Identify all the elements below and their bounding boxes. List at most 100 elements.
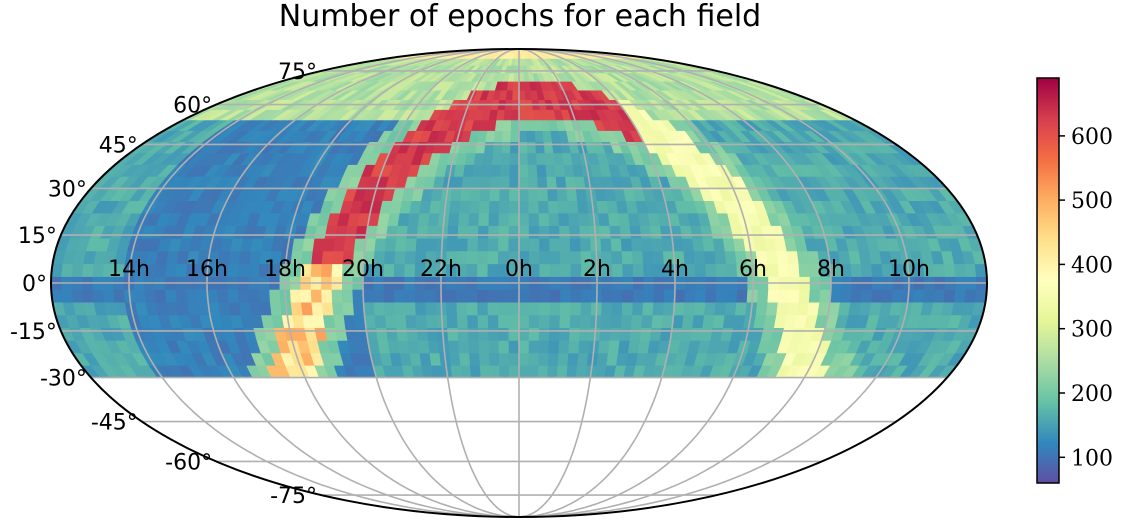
field-cell xyxy=(468,212,480,226)
field-cell xyxy=(580,301,592,316)
field-cell xyxy=(629,327,642,341)
field-cell xyxy=(607,212,621,226)
field-cell xyxy=(632,289,645,303)
field-cell xyxy=(560,263,572,277)
field-cell xyxy=(767,263,780,277)
field-cell xyxy=(548,212,560,226)
field-cell xyxy=(765,250,779,265)
field-cell xyxy=(185,289,199,303)
field-cell xyxy=(777,263,790,277)
field-cell xyxy=(819,289,832,303)
field-cell xyxy=(577,352,589,366)
colorbar-tick-label: 600 xyxy=(1071,125,1113,150)
field-cell xyxy=(598,212,611,226)
dec-tick-label: 60° xyxy=(173,94,212,119)
field-cell xyxy=(580,289,593,303)
field-cell xyxy=(651,238,664,252)
field-cell xyxy=(525,109,535,121)
field-cell xyxy=(570,250,582,265)
field-cell xyxy=(639,327,653,341)
field-cell xyxy=(446,301,458,316)
field-cell xyxy=(537,364,549,378)
field-cell xyxy=(600,314,613,329)
field-cell xyxy=(395,238,408,252)
field-cell xyxy=(518,109,527,121)
field-cell xyxy=(397,212,411,226)
field-cell xyxy=(518,152,529,165)
ra-tick-label: 8h xyxy=(817,257,845,282)
field-cell xyxy=(557,352,569,366)
field-cell xyxy=(312,314,326,329)
field-cell xyxy=(404,301,417,316)
field-cell xyxy=(518,212,530,226)
field-cell xyxy=(508,200,520,214)
ra-tick-label: 2h xyxy=(583,257,611,282)
field-cell xyxy=(539,238,551,252)
field-cell xyxy=(92,289,105,303)
field-cell xyxy=(417,340,431,354)
field-cell xyxy=(426,225,439,239)
field-cell xyxy=(445,289,458,303)
field-cell xyxy=(498,327,510,341)
field-cell xyxy=(448,340,460,354)
field-cell xyxy=(566,364,578,378)
field-cell xyxy=(384,238,397,252)
field-cell xyxy=(704,301,717,316)
field-cell xyxy=(631,301,644,316)
field-cell xyxy=(510,141,520,154)
field-cell xyxy=(526,130,536,142)
field-cell xyxy=(681,314,695,329)
field-cell xyxy=(497,289,509,303)
field-cell xyxy=(467,238,479,252)
field-cell xyxy=(765,301,779,316)
field-cell xyxy=(405,238,418,252)
field-cell xyxy=(539,263,551,277)
field-cell xyxy=(518,340,530,354)
field-cell xyxy=(641,238,654,252)
field-cell xyxy=(953,263,967,277)
field-cell xyxy=(692,238,705,252)
field-cell xyxy=(528,212,540,226)
field-cell xyxy=(621,250,634,265)
field-cell xyxy=(786,301,800,316)
field-cell xyxy=(649,225,663,239)
field-cell xyxy=(518,314,530,329)
field-cell xyxy=(331,289,344,303)
field-cell xyxy=(528,340,540,354)
field-cell xyxy=(518,352,530,366)
field-cell xyxy=(374,314,387,329)
dec-tick-label: 30° xyxy=(48,178,87,203)
field-cell xyxy=(322,314,336,329)
field-cell xyxy=(953,289,967,303)
field-cell xyxy=(290,301,304,316)
field-cell xyxy=(498,340,510,354)
field-cell xyxy=(788,289,801,303)
field-cell xyxy=(397,340,411,354)
field-cell xyxy=(528,225,540,239)
field-cell xyxy=(839,289,853,303)
field-cell xyxy=(681,238,695,252)
field-cell xyxy=(702,238,716,252)
field-cell xyxy=(509,176,520,189)
field-cell xyxy=(466,301,479,316)
field-cell xyxy=(494,119,505,131)
field-cell xyxy=(508,352,520,366)
field-cell xyxy=(473,152,485,165)
field-cell xyxy=(447,225,459,239)
field-cell xyxy=(393,263,406,277)
field-cell xyxy=(673,301,686,316)
dec-tick-label: 0° xyxy=(22,272,47,297)
field-cell xyxy=(539,289,551,303)
dec-tick-label: -60° xyxy=(165,450,212,475)
field-cell xyxy=(425,301,437,316)
field-cell xyxy=(467,225,480,239)
field-cell xyxy=(702,314,716,329)
field-cell xyxy=(497,301,510,316)
field-cell xyxy=(777,289,790,303)
field-cell xyxy=(534,130,545,142)
field-cell xyxy=(518,89,526,100)
field-cell xyxy=(322,238,336,252)
field-cell xyxy=(684,289,697,303)
field-cell xyxy=(694,263,707,277)
field-cell xyxy=(556,364,569,378)
